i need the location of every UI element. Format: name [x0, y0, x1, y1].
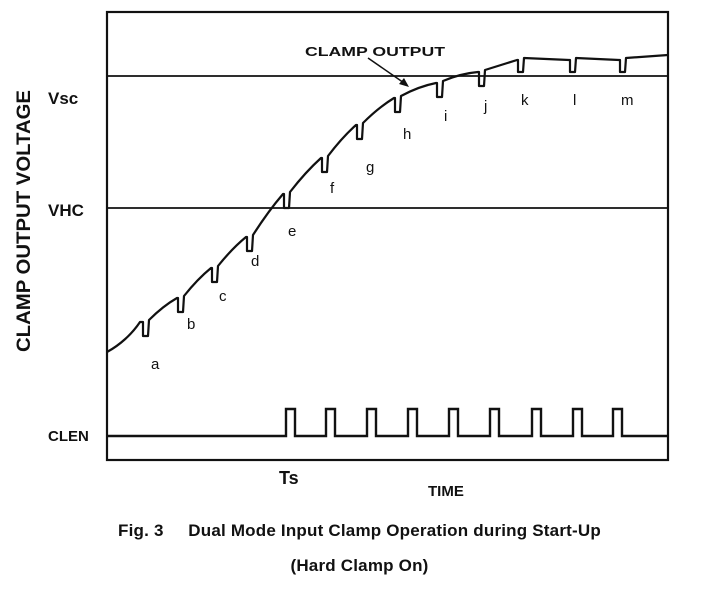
pulse-label-i: i: [444, 108, 447, 125]
pulse-label-a: a: [151, 356, 160, 373]
pulse-label-k: k: [521, 92, 529, 109]
pulse-label-d: d: [251, 253, 259, 270]
pulse-label-l: l: [573, 92, 576, 109]
clen-label: CLEN: [48, 428, 89, 445]
ts-marker-label: Ts: [279, 468, 299, 488]
pulse-label-b: b: [187, 316, 195, 333]
vsc-label: Vsc: [48, 89, 78, 108]
clamp-output-annotation: CLAMP OUTPUT: [305, 44, 445, 59]
figure-caption-line2: (Hard Clamp On): [0, 556, 719, 576]
pulse-label-m: m: [621, 92, 634, 109]
figure-caption-line1: Fig. 3 Dual Mode Input Clamp Operation d…: [0, 521, 719, 541]
clamp-output-arrowhead: [399, 78, 409, 87]
clamp-output-pointer: [368, 58, 407, 85]
pulse-label-g: g: [366, 159, 374, 176]
vhc-label: VHC: [48, 201, 84, 220]
clamp-output-curve: [107, 55, 668, 352]
pulse-label-c: c: [219, 288, 227, 305]
pulse-label-e: e: [288, 223, 296, 240]
pulse-label-h: h: [403, 126, 411, 143]
pulse-label-j: j: [483, 98, 487, 115]
y-axis-label: CLAMP OUTPUT VOLTAGE: [14, 90, 35, 352]
x-axis-label: TIME: [428, 483, 464, 500]
pulse-label-f: f: [330, 180, 335, 197]
plot-frame: [107, 12, 668, 460]
clen-pulse-train: [107, 409, 668, 436]
